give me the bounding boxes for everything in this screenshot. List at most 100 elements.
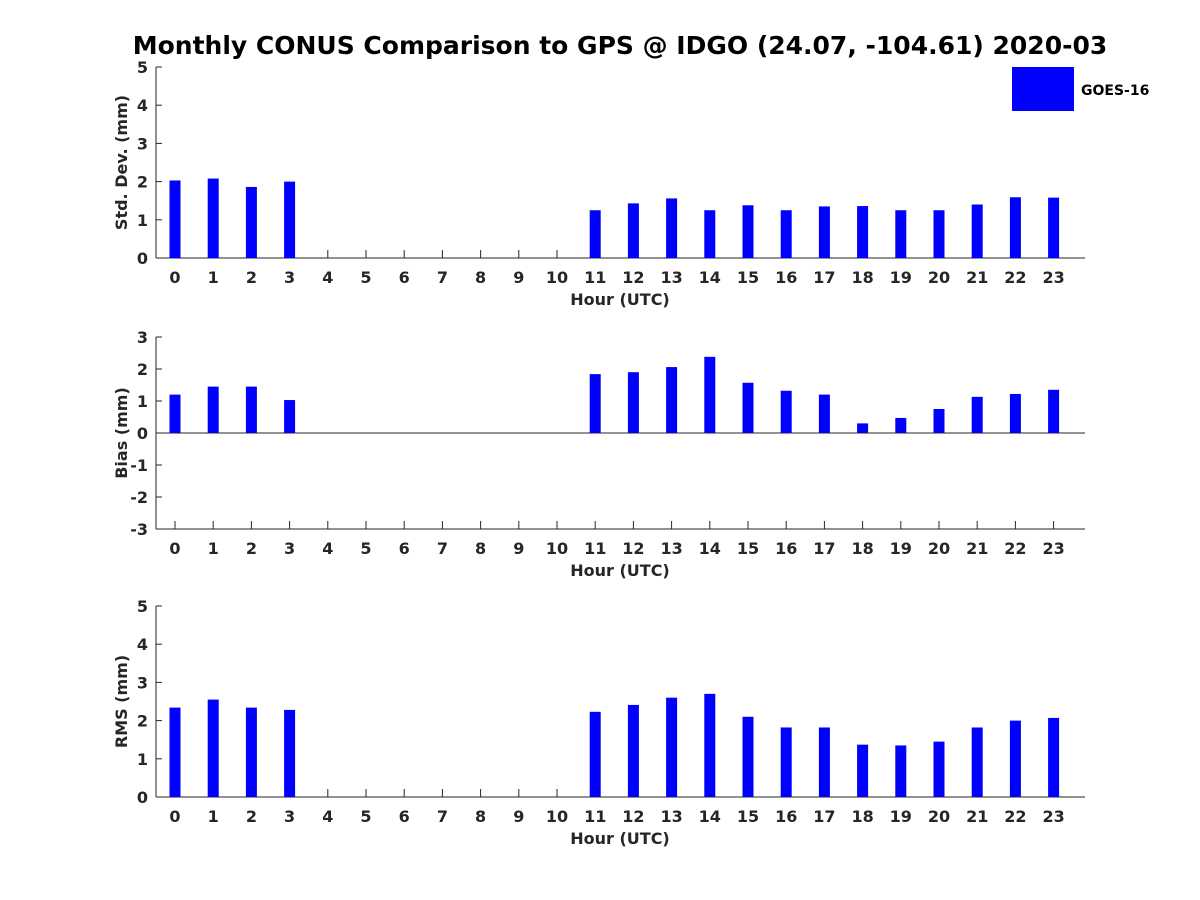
bar-rms-hour-2: [245, 707, 257, 797]
x-axis-label: Hour (UTC): [570, 290, 670, 309]
bar-std-dev-hour-12: [627, 203, 639, 258]
bar-bias-hour-20: [933, 409, 945, 433]
bar-bias-hour-0: [169, 394, 181, 433]
x-tick-label: 17: [813, 268, 835, 287]
x-tick-label: 10: [546, 807, 568, 826]
x-tick-label: 22: [1004, 807, 1026, 826]
x-tick-label: 1: [208, 807, 219, 826]
bar-rms-hour-3: [284, 709, 296, 797]
bar-bias-hour-13: [666, 367, 678, 433]
x-axis-label: Hour (UTC): [570, 561, 670, 580]
legend-label: GOES-16: [1081, 83, 1149, 99]
x-tick-label: 9: [513, 807, 524, 826]
bar-rms-hour-11: [589, 711, 601, 797]
bar-rms-hour-18: [857, 744, 869, 797]
bar-rms-hour-20: [933, 741, 945, 797]
x-tick-label: 17: [813, 807, 835, 826]
bar-std-dev-hour-11: [589, 210, 601, 258]
x-tick-label: 6: [399, 268, 410, 287]
y-tick-label: 2: [137, 712, 148, 731]
bar-std-dev-hour-3: [284, 181, 296, 258]
bar-bias-hour-23: [1048, 389, 1060, 433]
bar-std-dev-hour-20: [933, 210, 945, 258]
x-tick-label: 18: [851, 268, 873, 287]
y-tick-label: 1: [137, 211, 148, 230]
y-tick-label: 4: [137, 96, 148, 115]
bar-rms-hour-13: [666, 697, 678, 797]
y-tick-label: 2: [137, 360, 148, 379]
bar-rms-hour-15: [742, 716, 754, 797]
x-tick-label: 2: [246, 268, 257, 287]
bar-std-dev-hour-17: [818, 206, 830, 258]
x-tick-label: 15: [737, 268, 759, 287]
y-axis-label: Bias (mm): [112, 387, 131, 479]
x-tick-label: 15: [737, 539, 759, 558]
bar-std-dev-hour-18: [857, 206, 869, 258]
x-tick-label: 1: [208, 539, 219, 558]
bar-std-dev-hour-1: [207, 178, 219, 258]
x-tick-label: 19: [890, 539, 912, 558]
x-tick-label: 14: [699, 807, 721, 826]
x-tick-label: 12: [622, 268, 644, 287]
bar-bias-hour-17: [818, 394, 830, 433]
x-tick-label: 19: [890, 807, 912, 826]
bar-std-dev-hour-0: [169, 180, 181, 258]
x-tick-label: 13: [660, 539, 682, 558]
x-tick-label: 0: [169, 539, 180, 558]
x-tick-label: 2: [246, 539, 257, 558]
x-tick-label: 8: [475, 268, 486, 287]
x-tick-label: 7: [437, 268, 448, 287]
x-tick-label: 0: [169, 807, 180, 826]
x-tick-label: 11: [584, 268, 606, 287]
bar-bias-hour-15: [742, 382, 754, 433]
y-tick-label: -2: [130, 488, 148, 507]
bar-bias-hour-16: [780, 390, 792, 433]
x-tick-label: 16: [775, 539, 797, 558]
bar-std-dev-hour-2: [245, 186, 257, 258]
bar-rms-hour-23: [1048, 717, 1060, 797]
bar-bias-hour-14: [704, 356, 716, 433]
y-tick-label: 5: [137, 58, 148, 77]
x-tick-label: 1: [208, 268, 219, 287]
y-axis-label: RMS (mm): [112, 655, 131, 748]
bar-std-dev-hour-15: [742, 205, 754, 258]
x-tick-label: 22: [1004, 539, 1026, 558]
x-tick-label: 3: [284, 807, 295, 826]
x-tick-label: 4: [322, 539, 333, 558]
x-axis-label: Hour (UTC): [570, 829, 670, 848]
bar-bias-hour-21: [971, 396, 983, 433]
x-tick-label: 6: [399, 539, 410, 558]
x-tick-label: 22: [1004, 268, 1026, 287]
x-tick-label: 18: [851, 539, 873, 558]
bar-bias-hour-11: [589, 374, 601, 433]
x-tick-label: 10: [546, 539, 568, 558]
y-tick-label: 2: [137, 173, 148, 192]
y-tick-label: -3: [130, 520, 148, 539]
x-tick-label: 0: [169, 268, 180, 287]
bar-std-dev-hour-14: [704, 210, 716, 258]
y-tick-label: 3: [137, 673, 148, 692]
bar-bias-hour-3: [284, 400, 296, 433]
x-tick-label: 23: [1042, 268, 1064, 287]
x-tick-label: 5: [360, 268, 371, 287]
x-tick-label: 18: [851, 807, 873, 826]
x-tick-label: 5: [360, 539, 371, 558]
y-tick-label: 0: [137, 788, 148, 807]
x-tick-label: 10: [546, 268, 568, 287]
bar-rms-hour-19: [895, 745, 907, 797]
x-tick-label: 5: [360, 807, 371, 826]
y-tick-label: 1: [137, 392, 148, 411]
x-tick-label: 21: [966, 807, 988, 826]
bar-rms-hour-12: [627, 704, 639, 797]
x-tick-label: 14: [699, 268, 721, 287]
bar-std-dev-hour-16: [780, 210, 792, 258]
bar-rms-hour-21: [971, 727, 983, 797]
bar-rms-hour-22: [1009, 720, 1021, 797]
x-tick-label: 21: [966, 268, 988, 287]
bar-bias-hour-2: [245, 386, 257, 433]
bar-bias-hour-19: [895, 417, 907, 433]
x-tick-label: 20: [928, 268, 950, 287]
